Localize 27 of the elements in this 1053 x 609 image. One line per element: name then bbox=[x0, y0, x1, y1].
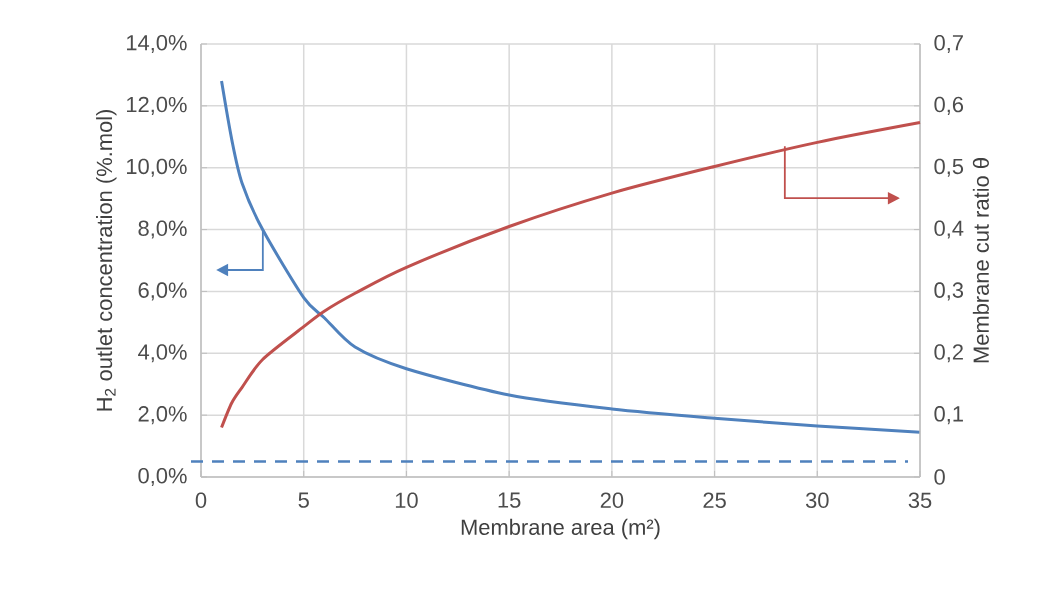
y2-tick-label: 0,5 bbox=[934, 158, 964, 177]
x-tick-label: 25 bbox=[703, 492, 726, 509]
y2-tick-label: 0,7 bbox=[934, 34, 963, 54]
y-tick-label: 12,0% bbox=[127, 96, 187, 115]
y-tick-label: 8,0% bbox=[138, 220, 187, 239]
y2-tick-label: 0,4 bbox=[934, 220, 964, 239]
y2-tick-label: 0,6 bbox=[934, 96, 964, 115]
y-tick-label: 10,0% bbox=[127, 158, 187, 177]
x-tick-label: 20 bbox=[600, 492, 624, 509]
y-tick-label: 6,0% bbox=[138, 282, 187, 301]
y-tick-label: 4,0% bbox=[138, 344, 187, 363]
y2-tick-label: 0 bbox=[934, 469, 945, 485]
y2-tick-label: 0,2 bbox=[934, 344, 963, 363]
y2-tick-label: 0,1 bbox=[934, 406, 963, 425]
x-tick-label: 15 bbox=[498, 492, 521, 508]
x-tick-label: 30 bbox=[805, 492, 829, 509]
y-tick-label: 14,0% bbox=[127, 34, 187, 54]
y-tick-label: 0,0% bbox=[138, 467, 187, 487]
x-tick-label: 35 bbox=[908, 492, 932, 509]
y-axis-title: H$_{2}$ outlet concentration (%.mol) bbox=[96, 109, 117, 411]
x-tick-label: 10 bbox=[395, 492, 418, 509]
x-tick-label: 5 bbox=[298, 492, 309, 508]
y2-axis-title: Membrane cut ratio θ bbox=[972, 158, 989, 363]
x-tick-label: 0 bbox=[195, 492, 207, 509]
y-tick-label: 2,0% bbox=[138, 406, 187, 425]
y2-tick-label: 0,3 bbox=[934, 282, 964, 301]
x-axis-title: Membrane area (m²) bbox=[461, 518, 660, 540]
